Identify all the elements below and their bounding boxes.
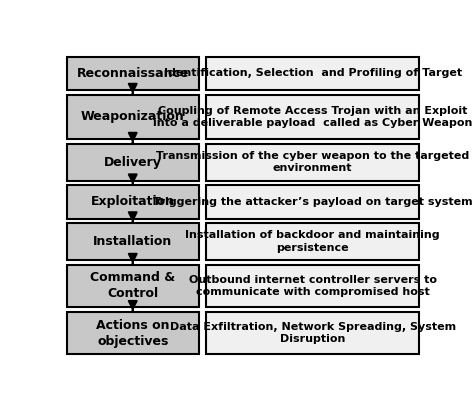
FancyBboxPatch shape [66, 185, 199, 219]
FancyBboxPatch shape [206, 223, 419, 260]
Text: Exploitation: Exploitation [91, 195, 175, 208]
FancyBboxPatch shape [206, 57, 419, 90]
Text: Transmission of the cyber weapon to the targeted
environment: Transmission of the cyber weapon to the … [156, 151, 469, 173]
FancyBboxPatch shape [206, 265, 419, 307]
Text: Reconnaissance: Reconnaissance [76, 67, 189, 80]
Text: Delivery: Delivery [104, 155, 162, 168]
Text: Identification, Selection  and Profiling of Target: Identification, Selection and Profiling … [164, 68, 462, 79]
Text: Installation: Installation [93, 235, 173, 248]
FancyBboxPatch shape [66, 57, 199, 90]
FancyBboxPatch shape [206, 144, 419, 181]
Text: Coupling of Remote Access Trojan with an Exploit
into a deliverable payload  cal: Coupling of Remote Access Trojan with an… [153, 105, 473, 128]
Text: Outbound internet controller servers to
communicate with compromised host: Outbound internet controller servers to … [189, 275, 437, 297]
FancyBboxPatch shape [66, 223, 199, 260]
FancyBboxPatch shape [66, 265, 199, 307]
Text: Installation of backdoor and maintaining
persistence: Installation of backdoor and maintaining… [185, 230, 440, 253]
Text: Triggering the attacker’s payload on target system: Triggering the attacker’s payload on tar… [153, 197, 473, 207]
FancyBboxPatch shape [206, 185, 419, 219]
FancyBboxPatch shape [206, 94, 419, 139]
FancyBboxPatch shape [66, 144, 199, 181]
Text: Data Exfiltration, Network Spreading, System
Disruption: Data Exfiltration, Network Spreading, Sy… [170, 322, 456, 344]
Text: Weaponization: Weaponization [81, 110, 184, 123]
Text: Actions on
objectives: Actions on objectives [96, 319, 170, 348]
FancyBboxPatch shape [66, 312, 199, 354]
Text: Command &
Control: Command & Control [90, 271, 175, 300]
FancyBboxPatch shape [206, 312, 419, 354]
FancyBboxPatch shape [66, 94, 199, 139]
